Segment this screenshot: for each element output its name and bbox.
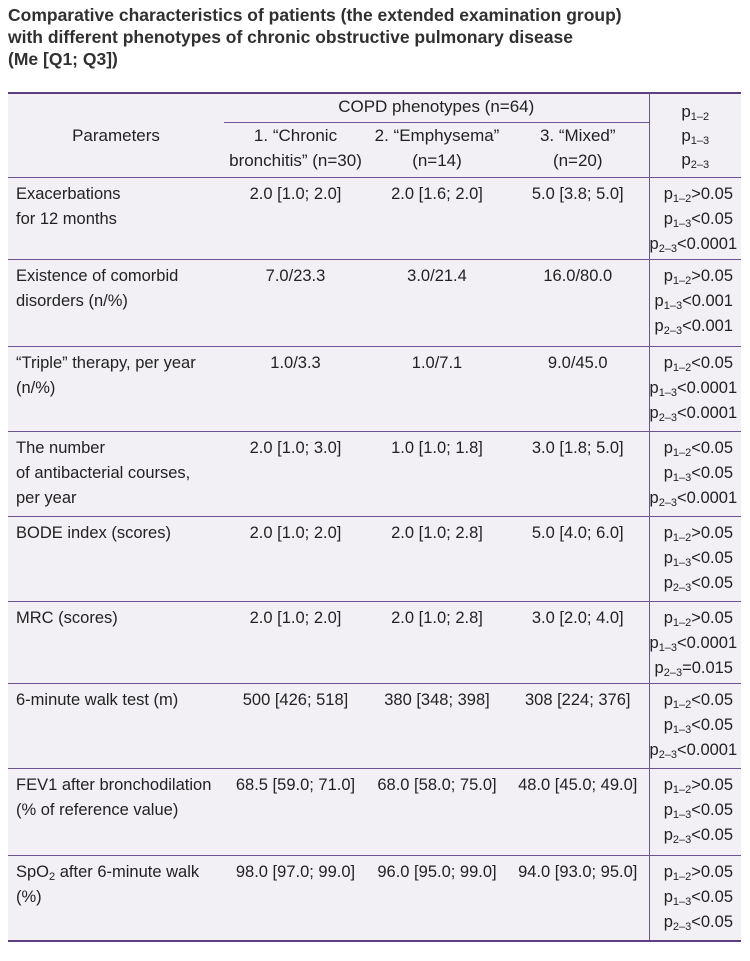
p-value-line: p2–3<0.0001 bbox=[649, 235, 738, 255]
value-cell-phenotype-1: 500 [426; 518] bbox=[224, 683, 367, 769]
value-cell-phenotype-1: 2.0 [1.0; 2.0] bbox=[224, 601, 367, 684]
caption-line: Comparative characteristics of patients … bbox=[8, 5, 622, 25]
p-value-line: p1–3<0.001 bbox=[654, 292, 733, 312]
value-cell-phenotype-1: 2.0 [1.0; 2.0] bbox=[224, 177, 367, 260]
table-row: MRC (scores) 2.0 [1.0; 2.0] 2.0 [1.0; 2.8]… bbox=[8, 601, 741, 684]
p-value-cell: p1–2>0.05 p1–3<0.05 p2–3<0.05 bbox=[648, 768, 741, 856]
parameter-cell: 6-minute walk test (m) bbox=[8, 683, 224, 769]
header-copd-phenotypes: COPD phenotypes (n=64) bbox=[224, 93, 649, 123]
table-row: “Triple” therapy, per year (n/%) 1.0/3.3 1.… bbox=[8, 346, 741, 432]
p-value-cell: p1–2<0.05 p1–3<0.05 p2–3<0.0001 bbox=[648, 683, 741, 769]
p-value-line: p1–2>0.05 bbox=[663, 609, 733, 629]
value-cell-phenotype-3: 3.0 [1.8; 5.0] bbox=[507, 431, 649, 517]
header-chronic-bronchitis: 1. “Chronic bronchitis” (n=30) bbox=[229, 126, 362, 170]
parameter-cell: MRC (scores) bbox=[8, 601, 224, 684]
p-value-line: p2–3<0.0001 bbox=[649, 741, 738, 761]
table-row: Existence of comorbid disorders (n/%) 7.0/… bbox=[8, 259, 741, 347]
table-caption: Comparative characteristics of patients … bbox=[8, 4, 742, 70]
p-value-line: p1–3<0.05 bbox=[663, 888, 733, 908]
p-value-cell: p1–2>0.05 p1–3<0.001 p2–3<0.001 bbox=[648, 259, 741, 347]
header-p12: p1–2 bbox=[681, 101, 710, 123]
header-p13: p1–3 bbox=[681, 125, 710, 147]
value-cell-phenotype-1: 1.0/3.3 bbox=[224, 346, 367, 432]
parameter-cell: Exacerbations for 12 months bbox=[8, 177, 224, 260]
p-value-line: p1–3<0.05 bbox=[663, 716, 733, 736]
caption-line: with different phenotypes of chronic obs… bbox=[8, 27, 573, 47]
value-cell-phenotype-1: 2.0 [1.0; 3.0] bbox=[224, 431, 367, 517]
p-value-cell: p1–2>0.05 p1–3<0.05 p2–3<0.0001 bbox=[648, 177, 741, 260]
p-value-line: p2–3<0.05 bbox=[663, 913, 733, 933]
table-row: BODE index (scores) 2.0 [1.0; 2.0] 2.0 [1.… bbox=[8, 516, 741, 602]
value-cell-phenotype-2: 380 [348; 398] bbox=[367, 683, 507, 769]
value-cell-phenotype-3: 5.0 [4.0; 6.0] bbox=[507, 516, 649, 602]
copd-phenotype-table: Parameters COPD phenotypes (n=64) p1–2 p… bbox=[8, 92, 741, 942]
parameter-cell: BODE index (scores) bbox=[8, 516, 224, 602]
value-cell-phenotype-2: 1.0/7.1 bbox=[367, 346, 507, 432]
parameter-cell: FEV1 after bronchodilation (% of referenc… bbox=[8, 768, 224, 856]
header-parameters: Parameters bbox=[72, 126, 160, 145]
value-cell-phenotype-2: 96.0 [95.0; 99.0] bbox=[367, 855, 507, 941]
header-emphysema: 2. “Emphysema” (n=14) bbox=[374, 126, 500, 170]
value-cell-phenotype-3: 48.0 [45.0; 49.0] bbox=[507, 768, 649, 856]
value-cell-phenotype-1: 7.0/23.3 bbox=[224, 259, 367, 347]
header-mixed: 3. “Mixed” (n=20) bbox=[539, 126, 616, 170]
parameter-cell: Existence of comorbid disorders (n/%) bbox=[8, 259, 224, 347]
value-cell-phenotype-3: 9.0/45.0 bbox=[507, 346, 649, 432]
p-value-cell: p1–2<0.05 p1–3<0.05 p2–3<0.0001 bbox=[648, 431, 741, 517]
p-value-line: p2–3<0.05 bbox=[663, 574, 733, 594]
p-value-line: p2–3<0.05 bbox=[663, 826, 733, 846]
value-cell-phenotype-2: 2.0 [1.0; 2.8] bbox=[367, 516, 507, 602]
value-cell-phenotype-2: 68.0 [58.0; 75.0] bbox=[367, 768, 507, 856]
header-p23: p2–3 bbox=[681, 149, 710, 171]
p-value-line: p1–2>0.05 bbox=[663, 524, 733, 544]
value-cell-phenotype-3: 94.0 [93.0; 95.0] bbox=[507, 855, 649, 941]
value-cell-phenotype-3: 5.0 [3.8; 5.0] bbox=[507, 177, 649, 260]
value-cell-phenotype-2: 3.0/21.4 bbox=[367, 259, 507, 347]
value-cell-phenotype-3: 3.0 [2.0; 4.0] bbox=[507, 601, 649, 684]
table-row: The number of antibacterial courses, per y… bbox=[8, 431, 741, 517]
p-value-line: p2–3=0.015 bbox=[654, 659, 733, 679]
p-value-line: p1–2<0.05 bbox=[663, 439, 733, 459]
parameter-cell: SpO2 after 6-minute walk (%) bbox=[8, 855, 224, 941]
p-value-line: p1–3<0.05 bbox=[663, 549, 733, 569]
parameter-cell: The number of antibacterial courses, per y… bbox=[8, 431, 224, 517]
header-p-values: p1–2 p1–3 p2–3 bbox=[648, 93, 741, 178]
p-value-cell: p1–2>0.05 p1–3<0.05 p2–3<0.05 bbox=[648, 855, 741, 941]
p-value-cell: p1–2<0.05 p1–3<0.0001 p2–3<0.0001 bbox=[648, 346, 741, 432]
p-value-line: p1–3<0.05 bbox=[663, 210, 733, 230]
value-cell-phenotype-3: 308 [224; 376] bbox=[507, 683, 649, 769]
value-cell-phenotype-3: 16.0/80.0 bbox=[507, 259, 649, 347]
parameter-cell: “Triple” therapy, per year (n/%) bbox=[8, 346, 224, 432]
p-value-line: p1–2<0.05 bbox=[663, 354, 733, 374]
p-value-line: p1–2>0.05 bbox=[663, 267, 733, 287]
value-cell-phenotype-1: 98.0 [97.0; 99.0] bbox=[224, 855, 367, 941]
p-value-line: p1–3<0.0001 bbox=[649, 379, 738, 399]
p-value-line: p1–2<0.05 bbox=[663, 691, 733, 711]
p-value-line: p1–3<0.05 bbox=[663, 801, 733, 821]
table-row: 6-minute walk test (m) 500 [426; 518] 380 … bbox=[8, 683, 741, 769]
p-value-line: p2–3<0.001 bbox=[654, 317, 733, 337]
table-row: Exacerbations for 12 months 2.0 [1.0; 2.0]… bbox=[8, 177, 741, 260]
p-value-line: p1–3<0.0001 bbox=[649, 634, 738, 654]
p-value-line: p2–3<0.0001 bbox=[649, 404, 738, 424]
p-value-cell: p1–2>0.05 p1–3<0.05 p2–3<0.05 bbox=[648, 516, 741, 602]
caption-line: (Me [Q1; Q3]) bbox=[8, 49, 118, 69]
p-value-line: p1–2>0.05 bbox=[663, 776, 733, 796]
value-cell-phenotype-2: 1.0 [1.0; 1.8] bbox=[367, 431, 507, 517]
value-cell-phenotype-1: 2.0 [1.0; 2.0] bbox=[224, 516, 367, 602]
table-row: SpO2 after 6-minute walk (%) 98.0 [97.0; 9… bbox=[8, 855, 741, 941]
p-value-line: p1–2>0.05 bbox=[663, 863, 733, 883]
p-value-line: p2–3<0.0001 bbox=[649, 489, 738, 509]
p-value-line: p1–2>0.05 bbox=[663, 185, 733, 205]
p-value-cell: p1–2>0.05 p1–3<0.0001 p2–3=0.015 bbox=[648, 601, 741, 684]
value-cell-phenotype-1: 68.5 [59.0; 71.0] bbox=[224, 768, 367, 856]
value-cell-phenotype-2: 2.0 [1.6; 2.0] bbox=[367, 177, 507, 260]
value-cell-phenotype-2: 2.0 [1.0; 2.8] bbox=[367, 601, 507, 684]
table-row: FEV1 after bronchodilation (% of referenc… bbox=[8, 768, 741, 856]
p-value-line: p1–3<0.05 bbox=[663, 464, 733, 484]
